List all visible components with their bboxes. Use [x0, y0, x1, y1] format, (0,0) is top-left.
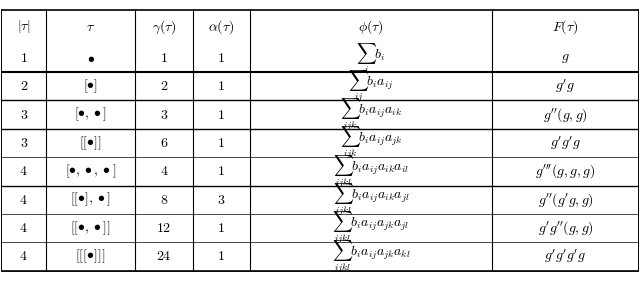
- Text: $[[\bullet], \bullet]$: $[[\bullet], \bullet]$: [70, 191, 111, 209]
- Text: $g$: $g$: [561, 51, 570, 65]
- Text: $F(\tau)$: $F(\tau)$: [552, 18, 579, 36]
- Text: $g^\prime g^{\prime\prime}(g,g)$: $g^\prime g^{\prime\prime}(g,g)$: [538, 219, 593, 237]
- Text: $4$: $4$: [159, 164, 168, 178]
- Text: $g^\prime g^\prime g^\prime g$: $g^\prime g^\prime g^\prime g$: [545, 248, 586, 265]
- Text: $\sum_{ijkl} b_i a_{ij} a_{ik} a_{jl}$: $\sum_{ijkl} b_i a_{ij} a_{ik} a_{jl}$: [333, 182, 410, 218]
- Text: $\bullet$: $\bullet$: [86, 51, 95, 65]
- Text: $\sum_i b_i$: $\sum_i b_i$: [356, 41, 386, 75]
- Text: $1$: $1$: [160, 51, 168, 65]
- Text: $8$: $8$: [160, 193, 168, 207]
- Text: $4$: $4$: [19, 193, 28, 207]
- Text: $4$: $4$: [19, 221, 28, 235]
- Text: $[\bullet, \bullet]$: $[\bullet, \bullet]$: [74, 106, 107, 123]
- Text: $g^{\prime\prime}(g^\prime g,g)$: $g^{\prime\prime}(g^\prime g,g)$: [538, 191, 593, 209]
- Text: $\sum_{ijkl} b_i a_{ij} a_{jk} a_{jl}$: $\sum_{ijkl} b_i a_{ij} a_{jk} a_{jl}$: [332, 210, 410, 246]
- Text: $\gamma(\tau)$: $\gamma(\tau)$: [152, 18, 176, 36]
- Text: $\sum_{ijkl} b_i a_{ij} a_{jk} a_{kl}$: $\sum_{ijkl} b_i a_{ij} a_{jk} a_{kl}$: [332, 238, 410, 275]
- Text: $[[\bullet]]$: $[[\bullet]]$: [79, 134, 102, 152]
- Text: $1$: $1$: [218, 108, 225, 122]
- Text: $\alpha(\tau)$: $\alpha(\tau)$: [208, 18, 234, 36]
- Text: $[\bullet, \bullet, \bullet]$: $[\bullet, \bullet, \bullet]$: [65, 163, 116, 180]
- Text: $1$: $1$: [218, 136, 225, 150]
- Text: $[[\bullet, \bullet]]$: $[[\bullet, \bullet]]$: [70, 219, 111, 237]
- Text: $\sum_{ijk} b_i a_{ij} a_{jk}$: $\sum_{ijk} b_i a_{ij} a_{jk}$: [340, 125, 403, 161]
- Text: $\tau$: $\tau$: [86, 20, 95, 34]
- Text: $g^\prime g$: $g^\prime g$: [556, 77, 575, 95]
- Text: $\sum_{ijkl} b_i a_{ij} a_{ik} a_{il}$: $\sum_{ijkl} b_i a_{ij} a_{ik} a_{il}$: [333, 153, 409, 190]
- Text: $3$: $3$: [217, 193, 225, 207]
- Text: $1$: $1$: [218, 51, 225, 65]
- Text: $[\bullet]$: $[\bullet]$: [83, 78, 98, 95]
- Text: $12$: $12$: [156, 221, 172, 235]
- Text: $2$: $2$: [19, 79, 28, 93]
- Text: $6$: $6$: [160, 136, 168, 150]
- Text: $g^{\prime\prime}(g,g)$: $g^{\prime\prime}(g,g)$: [543, 106, 588, 124]
- Text: $\sum_{ij} b_i a_{ij}$: $\sum_{ij} b_i a_{ij}$: [348, 68, 394, 104]
- Text: $3$: $3$: [19, 108, 28, 122]
- Text: $1$: $1$: [20, 51, 28, 65]
- Text: $1$: $1$: [218, 250, 225, 263]
- Text: $4$: $4$: [19, 250, 28, 263]
- Text: $2$: $2$: [160, 79, 168, 93]
- Text: $\sum_{ijk} b_i a_{ij} a_{ik}$: $\sum_{ijk} b_i a_{ij} a_{ik}$: [340, 96, 402, 133]
- Text: $g^\prime g^\prime g$: $g^\prime g^\prime g$: [550, 134, 580, 152]
- Text: $g^{\prime\prime\prime}(g,g,g)$: $g^{\prime\prime\prime}(g,g,g)$: [535, 162, 595, 180]
- Text: $|\tau|$: $|\tau|$: [17, 18, 31, 35]
- Text: $1$: $1$: [218, 164, 225, 178]
- Text: $3$: $3$: [19, 136, 28, 150]
- Text: $4$: $4$: [19, 164, 28, 178]
- Text: $24$: $24$: [156, 250, 172, 263]
- Text: $\phi(\tau)$: $\phi(\tau)$: [358, 18, 384, 36]
- Text: $[[[\bullet]]]$: $[[[\bullet]]]$: [76, 248, 106, 265]
- Text: $3$: $3$: [160, 108, 168, 122]
- Text: $1$: $1$: [218, 79, 225, 93]
- Text: $1$: $1$: [218, 221, 225, 235]
